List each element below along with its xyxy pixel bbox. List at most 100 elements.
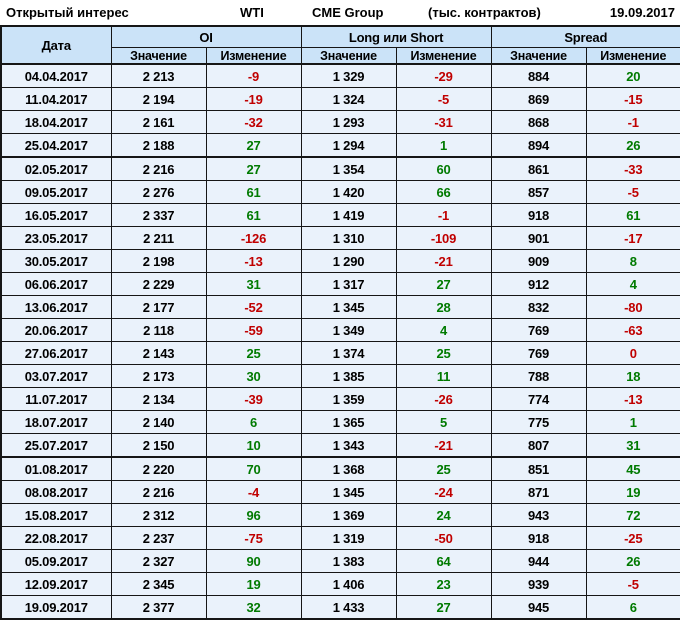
date-cell: 23.05.2017 [0, 226, 112, 250]
col-header-spread-change: Изменение [585, 47, 680, 65]
long-short-change-cell: -50 [395, 526, 492, 550]
spread-change-cell: 26 [585, 549, 680, 573]
date-cell: 06.06.2017 [0, 272, 112, 296]
date-cell: 04.04.2017 [0, 63, 112, 88]
long-short-change-cell: 4 [395, 318, 492, 342]
table-row: 20.06.2017 2 118 -59 1 349 4 769 -63 [0, 318, 680, 342]
spread-change-cell: -63 [585, 318, 680, 342]
long-short-value-cell: 1 324 [300, 87, 397, 111]
instrument-label: WTI [240, 5, 264, 20]
spread-change-cell: -13 [585, 387, 680, 411]
spread-change-cell: 6 [585, 595, 680, 620]
long-short-value-cell: 1 420 [300, 180, 397, 204]
table-row: 04.04.2017 2 213 -9 1 329 -29 884 20 [0, 63, 680, 88]
long-short-value-cell: 1 343 [300, 433, 397, 458]
long-short-change-cell: 25 [395, 456, 492, 481]
date-cell: 01.08.2017 [0, 456, 112, 481]
col-header-oi-value: Значение [110, 47, 207, 65]
oi-value-cell: 2 312 [110, 503, 207, 527]
spread-change-cell: 8 [585, 249, 680, 273]
long-short-change-cell: -1 [395, 203, 492, 227]
long-short-value-cell: 1 369 [300, 503, 397, 527]
spread-change-cell: 18 [585, 364, 680, 388]
report-title: Открытый интерес [6, 5, 129, 20]
long-short-value-cell: 1 365 [300, 410, 397, 434]
spread-value-cell: 918 [490, 526, 587, 550]
spread-value-cell: 868 [490, 110, 587, 134]
long-short-value-cell: 1 419 [300, 203, 397, 227]
spread-change-cell: 20 [585, 63, 680, 88]
long-short-value-cell: 1 310 [300, 226, 397, 250]
oi-change-cell: 6 [205, 410, 302, 434]
table-row: 27.06.2017 2 143 25 1 374 25 769 0 [0, 341, 680, 365]
table-row: 12.09.2017 2 345 19 1 406 23 939 -5 [0, 572, 680, 596]
date-cell: 02.05.2017 [0, 156, 112, 181]
long-short-value-cell: 1 349 [300, 318, 397, 342]
spread-change-cell: 61 [585, 203, 680, 227]
table-row: 25.07.2017 2 150 10 1 343 -21 807 31 [0, 433, 680, 458]
oi-change-cell: 70 [205, 456, 302, 481]
oi-value-cell: 2 327 [110, 549, 207, 573]
date-cell: 15.08.2017 [0, 503, 112, 527]
table-header-sub-row: Значение Изменение Значение Изменение Зн… [1, 47, 680, 65]
long-short-value-cell: 1 359 [300, 387, 397, 411]
report-date: 19.09.2017 [609, 5, 675, 20]
oi-change-cell: 30 [205, 364, 302, 388]
oi-value-cell: 2 211 [110, 226, 207, 250]
spread-change-cell: 26 [585, 133, 680, 158]
date-cell: 22.08.2017 [0, 526, 112, 550]
spread-value-cell: 807 [490, 433, 587, 458]
date-cell: 12.09.2017 [0, 572, 112, 596]
oi-change-cell: 96 [205, 503, 302, 527]
oi-value-cell: 2 237 [110, 526, 207, 550]
col-group-long-short: Long или Short [300, 25, 492, 48]
spread-value-cell: 775 [490, 410, 587, 434]
oi-change-cell: 31 [205, 272, 302, 296]
oi-change-cell: 32 [205, 595, 302, 620]
col-header-long-short-value: Значение [300, 47, 397, 65]
col-header-long-short-change: Изменение [395, 47, 492, 65]
long-short-change-cell: -5 [395, 87, 492, 111]
long-short-value-cell: 1 319 [300, 526, 397, 550]
oi-value-cell: 2 213 [110, 63, 207, 88]
exchange-label: CME Group [312, 5, 384, 20]
date-cell: 27.06.2017 [0, 341, 112, 365]
table-row: 22.08.2017 2 237 -75 1 319 -50 918 -25 [0, 526, 680, 550]
oi-value-cell: 2 118 [110, 318, 207, 342]
date-cell: 20.06.2017 [0, 318, 112, 342]
long-short-change-cell: -31 [395, 110, 492, 134]
date-cell: 18.07.2017 [0, 410, 112, 434]
long-short-change-cell: 66 [395, 180, 492, 204]
date-cell: 08.08.2017 [0, 480, 112, 504]
col-header-oi-change: Изменение [205, 47, 302, 65]
col-header-spread-value: Значение [490, 47, 587, 65]
table-row: 11.07.2017 2 134 -39 1 359 -26 774 -13 [0, 387, 680, 411]
oi-value-cell: 2 276 [110, 180, 207, 204]
long-short-value-cell: 1 374 [300, 341, 397, 365]
oi-change-cell: 19 [205, 572, 302, 596]
long-short-change-cell: 27 [395, 595, 492, 620]
oi-value-cell: 2 134 [110, 387, 207, 411]
date-cell: 25.07.2017 [0, 433, 112, 458]
oi-change-cell: -39 [205, 387, 302, 411]
spread-change-cell: -15 [585, 87, 680, 111]
spread-change-cell: 31 [585, 433, 680, 458]
oi-value-cell: 2 143 [110, 341, 207, 365]
spread-value-cell: 884 [490, 63, 587, 88]
oi-value-cell: 2 220 [110, 456, 207, 481]
long-short-change-cell: -26 [395, 387, 492, 411]
table-row: 23.05.2017 2 211 -126 1 310 -109 901 -17 [0, 226, 680, 250]
table-row: 06.06.2017 2 229 31 1 317 27 912 4 [0, 272, 680, 296]
report-header: Открытый интерес WTI CME Group (тыс. кон… [0, 0, 680, 25]
long-short-change-cell: 11 [395, 364, 492, 388]
long-short-value-cell: 1 290 [300, 249, 397, 273]
spread-value-cell: 909 [490, 249, 587, 273]
spread-value-cell: 857 [490, 180, 587, 204]
date-cell: 30.05.2017 [0, 249, 112, 273]
long-short-change-cell: -109 [395, 226, 492, 250]
table-row: 08.08.2017 2 216 -4 1 345 -24 871 19 [0, 480, 680, 504]
spread-change-cell: -80 [585, 295, 680, 319]
long-short-value-cell: 1 354 [300, 156, 397, 181]
long-short-change-cell: 27 [395, 272, 492, 296]
oi-value-cell: 2 345 [110, 572, 207, 596]
